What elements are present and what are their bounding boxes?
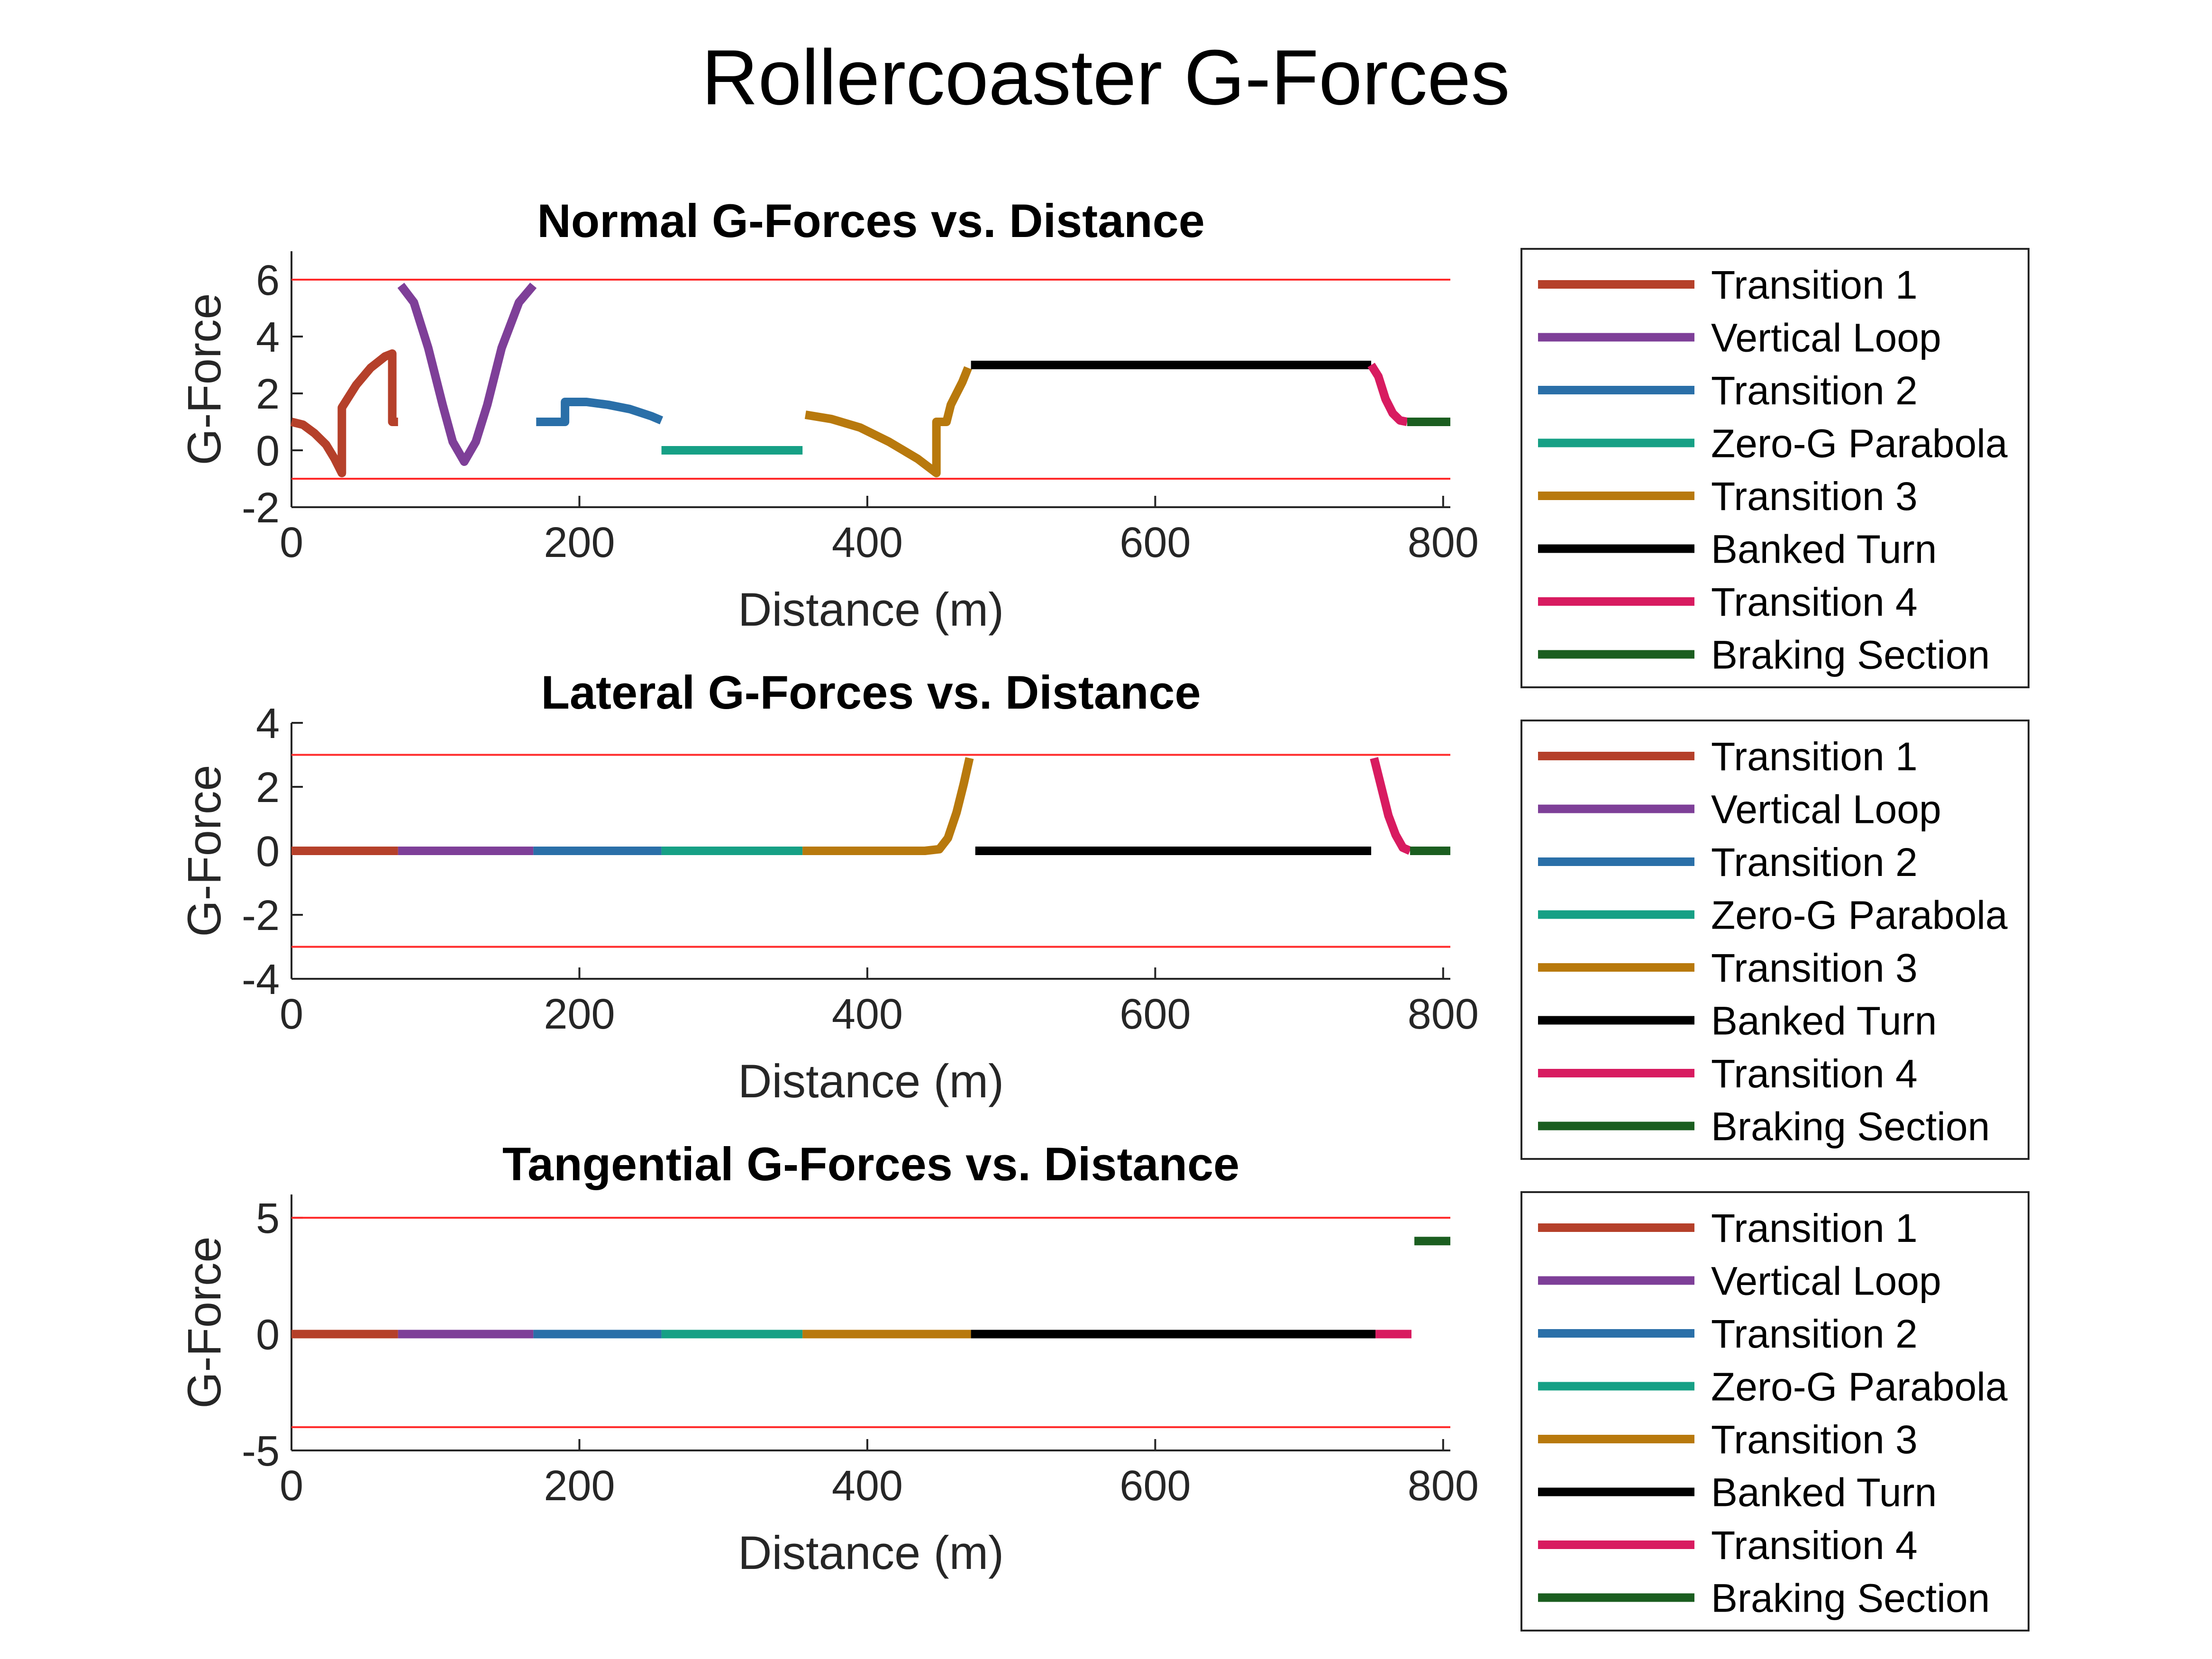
legend-label: Transition 2 [1711,368,1918,413]
legend-label: Transition 3 [1711,946,1918,990]
series-line-transition-4 [1367,363,1408,426]
x-tick-label: 400 [832,1462,903,1510]
series-line-vertical-loop [397,283,537,466]
x-tick-label: 0 [280,1462,303,1510]
legend-label: Transition 3 [1711,474,1918,519]
x-tick-label: 800 [1408,1462,1479,1510]
legend-label: Banked Turn [1711,527,1937,572]
chart-panel-1: Normal G-Forces vs. Distance 0 200 400 600 80… [178,194,2030,688]
legend-label: Braking Section [1711,1576,1990,1621]
legend-label: Zero-G Parabola [1711,893,2008,938]
x-tick-label: 600 [1120,991,1191,1038]
y-tick-label: 4 [256,700,280,747]
x-tick-label: 200 [544,1462,615,1510]
series-line-transition-4 [1370,757,1412,855]
y-axis-label: G-Force [178,765,230,937]
legend-label: Braking Section [1711,1104,1990,1149]
y-axis-label: G-Force [178,293,230,465]
x-axis-label: Distance (m) [738,1526,1004,1579]
legend-label: Zero-G Parabola [1711,421,2008,466]
y-tick-label: 6 [256,257,280,304]
legend-label: Zero-G Parabola [1711,1365,2008,1409]
legend-box [1520,720,2030,1160]
series-line-transition-3 [804,366,972,477]
chart-title: Normal G-Forces vs. Distance [537,194,1205,247]
legend-label: Transition 4 [1711,1051,1918,1096]
series-line-transition-1 [290,349,398,477]
legend-label: Transition 2 [1711,1312,1918,1356]
legend-label: Transition 4 [1711,580,1918,624]
legend-label: Transition 1 [1711,263,1918,307]
chart-panel-3: Tangential G-Forces vs. Distance 0 200 400 6… [178,1138,2030,1632]
legend-label: Transition 2 [1711,840,1918,884]
x-tick-label: 800 [1408,519,1479,566]
series-line-transition-2 [536,398,664,426]
x-tick-label: 800 [1408,991,1479,1038]
legend-label: Vertical Loop [1711,1259,1941,1304]
legend-label: Transition 4 [1711,1523,1918,1568]
legend-label: Transition 1 [1711,1206,1918,1250]
x-tick-label: 200 [544,991,615,1038]
y-axis-label: G-Force [178,1236,230,1408]
x-tick-label: 0 [280,991,303,1038]
x-tick-label: 200 [544,519,615,566]
x-tick-label: 400 [832,991,903,1038]
y-tick-label: -5 [242,1428,280,1475]
x-tick-label: 0 [280,519,303,566]
legend-label: Braking Section [1711,633,1990,677]
x-axis-label: Distance (m) [738,583,1004,636]
y-tick-label: -2 [242,892,280,939]
x-tick-label: 400 [832,519,903,566]
chart-title: Tangential G-Forces vs. Distance [502,1138,1239,1190]
legend-label: Transition 1 [1711,734,1918,779]
x-tick-label: 600 [1120,519,1191,566]
chart-title: Lateral G-Forces vs. Distance [541,666,1201,719]
x-axis-label: Distance (m) [738,1055,1004,1107]
x-tick-label: 600 [1120,1462,1191,1510]
legend-box [1520,248,2030,688]
legend: Transition 1 Vertical Loop Transition 2 Zer… [1520,248,2030,688]
legend-label: Vertical Loop [1711,787,1941,832]
y-tick-label: 0 [256,828,280,875]
y-tick-label: 5 [256,1195,280,1242]
y-tick-label: -4 [242,956,280,1003]
chart-panel-2: Lateral G-Forces vs. Distance 0 200 400 600 8… [178,666,2030,1160]
legend-box [1520,1191,2030,1632]
y-tick-label: 0 [256,428,280,475]
legend-label: Transition 3 [1711,1417,1918,1462]
y-tick-label: 4 [256,314,280,361]
figure-title: Rollercoaster G-Forces [701,34,1510,121]
series-line-transition-3 [802,757,974,855]
y-tick-label: 2 [256,371,280,418]
legend: Transition 1 Vertical Loop Transition 2 Zer… [1520,720,2030,1160]
legend-label: Banked Turn [1711,999,1937,1043]
y-tick-label: 2 [256,764,280,811]
legend-label: Vertical Loop [1711,316,1941,360]
y-tick-label: -2 [242,484,280,532]
legend: Transition 1 Vertical Loop Transition 2 Zer… [1520,1191,2030,1632]
legend-label: Banked Turn [1711,1470,1937,1515]
y-tick-label: 0 [256,1312,280,1359]
